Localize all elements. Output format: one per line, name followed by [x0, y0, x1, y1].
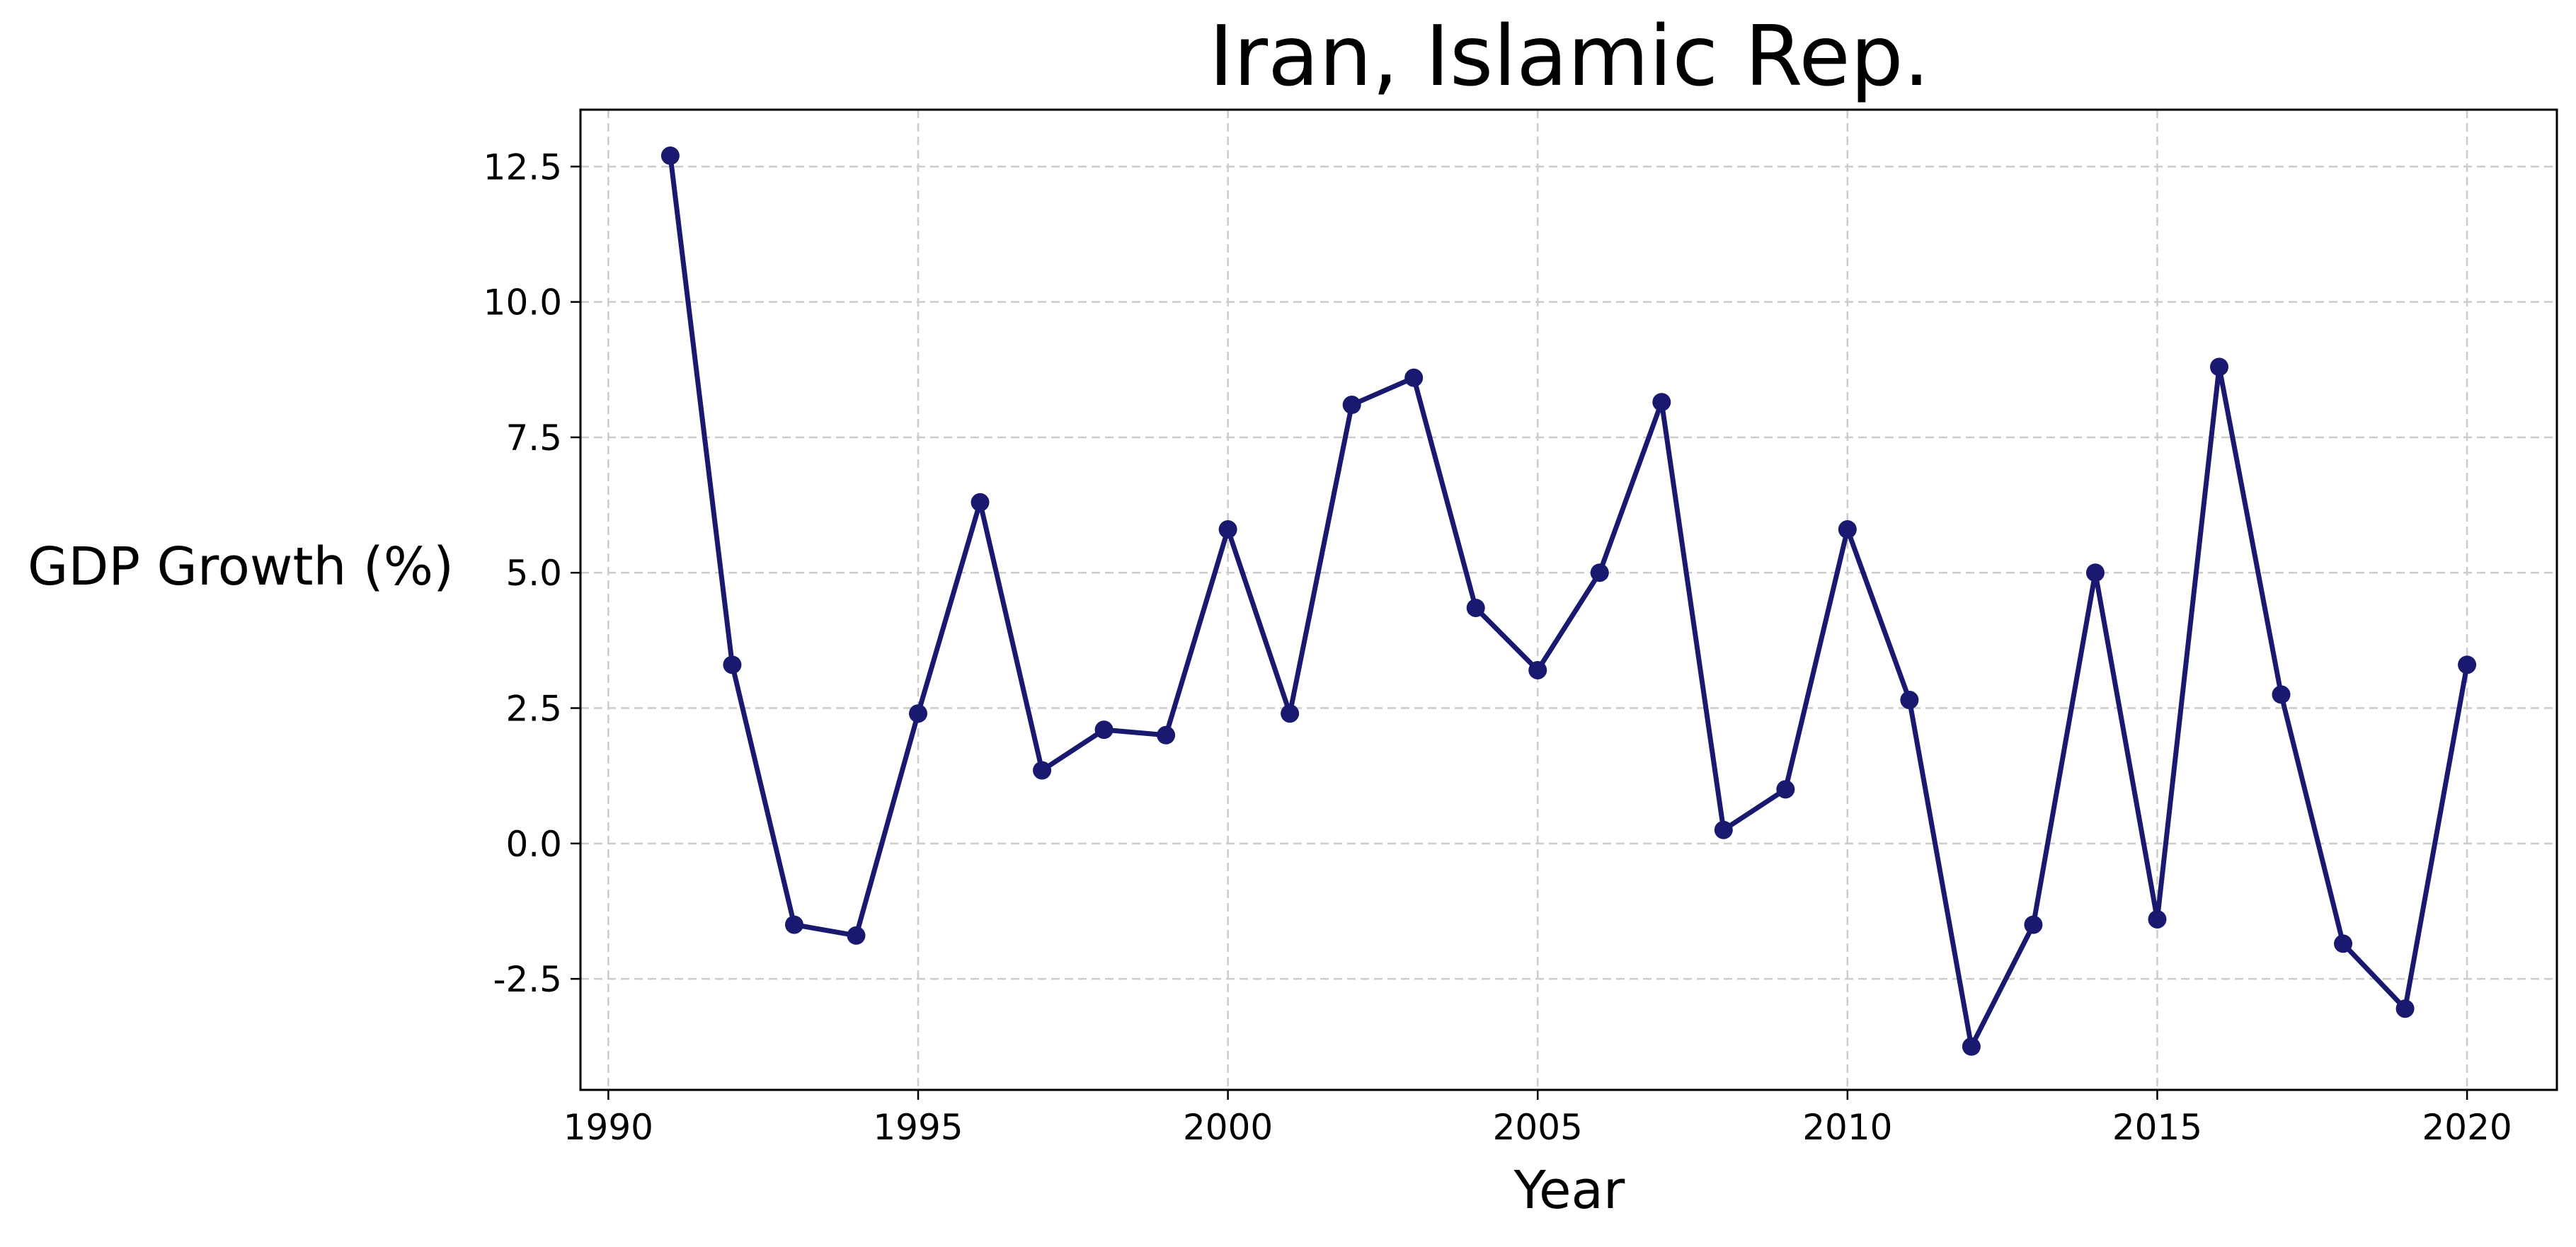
plot-frame — [579, 108, 2558, 1091]
data-point — [1033, 761, 1052, 780]
data-point — [1157, 725, 1176, 745]
data-point — [847, 926, 866, 945]
data-point — [2024, 915, 2043, 934]
data-point — [2148, 909, 2167, 929]
axis-ticks: 1990 1995 2000 2005 2010 2015 2020 -2.5 0.0 2.5 5.… — [483, 146, 2512, 1148]
y-tick-label: 7.5 — [505, 418, 562, 459]
y-tick-label: 10.0 — [483, 282, 562, 323]
data-point — [1218, 520, 1237, 539]
grid-lines — [580, 110, 2557, 1090]
y-tick-label: 5.0 — [505, 553, 562, 594]
y-tick-label: 12.5 — [483, 146, 562, 188]
x-tick-label: 2015 — [2112, 1107, 2202, 1148]
data-point — [2458, 655, 2477, 674]
x-tick-label: 2020 — [2422, 1107, 2512, 1148]
data-point — [660, 146, 680, 166]
data-point — [1776, 780, 1795, 799]
x-tick-label: 2000 — [1183, 1107, 1273, 1148]
x-tick-label: 2010 — [1802, 1107, 1892, 1148]
data-point — [1404, 368, 1424, 387]
data-point — [1528, 660, 1547, 679]
data-point — [1962, 1037, 1981, 1056]
data-point — [1466, 598, 1485, 617]
data-point — [1590, 563, 1609, 582]
chart-title: Iran, Islamic Rep. — [1209, 7, 1930, 105]
data-point — [2395, 999, 2415, 1018]
data-point — [909, 704, 928, 723]
data-point — [2209, 357, 2228, 377]
y-tick-label: 0.0 — [505, 824, 562, 865]
data-point — [723, 655, 742, 674]
data-point — [1838, 520, 1857, 539]
y-axis-title: GDP Growth (%) — [28, 536, 454, 597]
data-point — [2272, 685, 2291, 704]
data-point — [1652, 393, 1671, 412]
series-line — [668, 153, 2470, 1050]
data-point — [1900, 691, 1919, 710]
x-axis-title: Year — [1513, 1160, 1625, 1221]
data-point — [2085, 563, 2105, 582]
data-point — [1281, 704, 1300, 723]
data-point — [1342, 396, 1361, 415]
data-point — [784, 915, 803, 934]
y-tick-label: 2.5 — [505, 689, 562, 730]
data-point — [1094, 720, 1114, 740]
data-point — [2334, 934, 2353, 953]
data-point — [1714, 820, 1733, 839]
x-tick-label: 1995 — [873, 1107, 963, 1148]
x-tick-label: 2005 — [1493, 1107, 1583, 1148]
series-group — [660, 146, 2477, 1056]
x-tick-label: 1990 — [563, 1107, 653, 1148]
data-point — [971, 493, 990, 512]
y-tick-label: -2.5 — [493, 959, 562, 1000]
